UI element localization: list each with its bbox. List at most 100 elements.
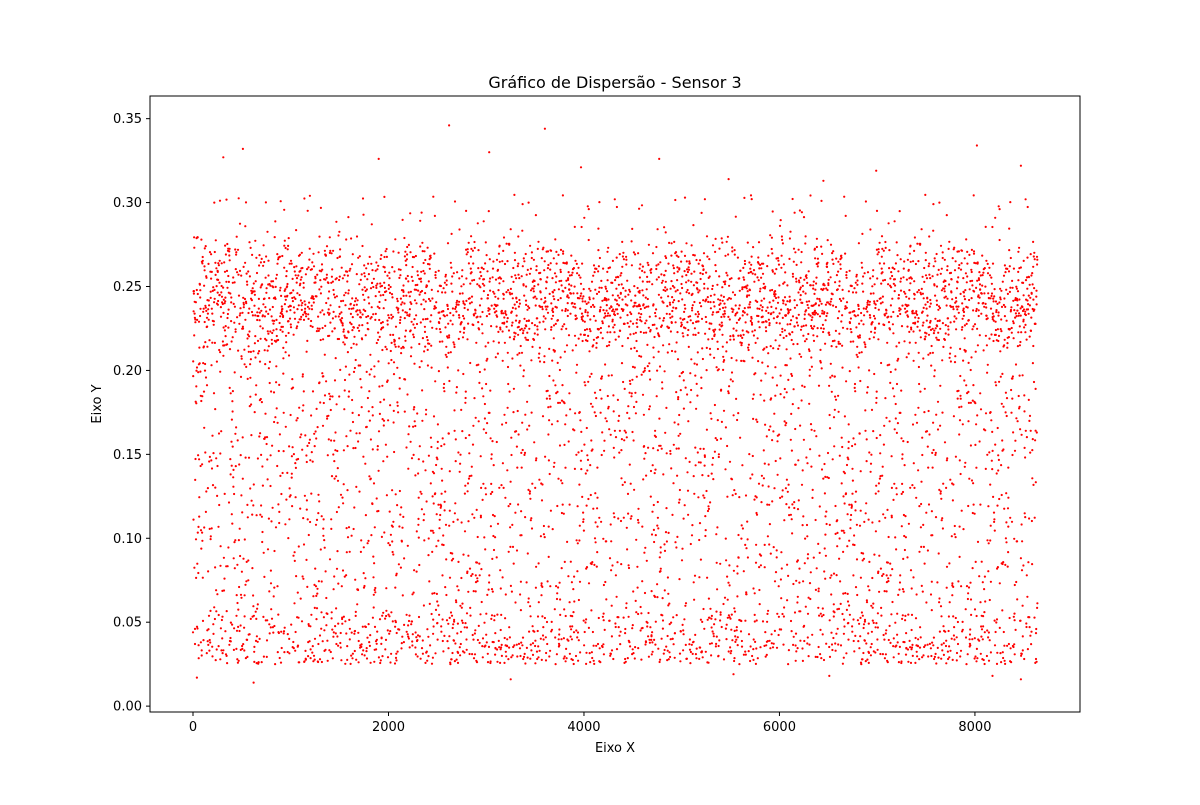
scatter-point — [312, 297, 315, 300]
scatter-point — [399, 274, 402, 277]
scatter-point — [254, 314, 257, 317]
scatter-point — [820, 199, 823, 202]
scatter-point — [303, 300, 306, 303]
scatter-point — [509, 502, 512, 506]
scatter-point — [467, 520, 470, 523]
scatter-point — [493, 292, 496, 295]
scatter-point — [733, 489, 736, 492]
scatter-point — [361, 338, 364, 341]
scatter-point — [324, 254, 327, 257]
scatter-point — [611, 318, 614, 321]
scatter-point — [213, 297, 216, 300]
scatter-point — [364, 577, 367, 580]
scatter-point — [582, 288, 585, 291]
scatter-point — [288, 317, 292, 320]
scatter-point — [728, 584, 731, 587]
scatter-point — [247, 311, 250, 315]
scatter-point — [500, 613, 503, 617]
scatter-point — [332, 453, 335, 456]
scatter-point — [317, 315, 320, 318]
scatter-point — [584, 384, 587, 387]
scatter-point — [737, 412, 740, 415]
scatter-point — [325, 380, 328, 383]
scatter-point — [438, 518, 441, 521]
scatter-point — [463, 492, 466, 495]
scatter-point — [217, 645, 220, 648]
scatter-point — [786, 284, 789, 287]
scatter-point — [780, 266, 783, 269]
scatter-point — [739, 630, 743, 633]
scatter-point — [815, 276, 818, 279]
scatter-point — [284, 334, 288, 337]
scatter-point — [248, 335, 251, 338]
scatter-point — [453, 620, 456, 623]
scatter-point — [386, 319, 389, 322]
scatter-point — [362, 293, 365, 296]
scatter-point — [200, 238, 203, 241]
scatter-point — [731, 291, 735, 294]
scatter-point — [459, 630, 463, 633]
scatter-point — [732, 569, 736, 572]
scatter-point — [334, 632, 337, 635]
scatter-point — [686, 471, 689, 474]
scatter-point — [358, 490, 361, 493]
scatter-point — [453, 343, 456, 346]
scatter-point — [488, 151, 491, 154]
scatter-point — [415, 636, 418, 639]
scatter-point — [668, 651, 671, 654]
scatter-point — [511, 357, 514, 360]
scatter-point — [782, 643, 785, 646]
scatter-point — [326, 639, 329, 642]
scatter-point — [207, 628, 210, 631]
scatter-point — [343, 274, 346, 277]
scatter-point — [751, 397, 755, 400]
scatter-point — [538, 649, 541, 652]
scatter-point — [638, 276, 642, 279]
scatter-point — [644, 643, 647, 646]
scatter-point — [637, 507, 640, 510]
scatter-point — [371, 616, 374, 619]
scatter-point — [837, 643, 840, 646]
scatter-point — [551, 528, 554, 531]
scatter-point — [600, 375, 604, 378]
scatter-point — [255, 635, 258, 638]
scatter-point — [759, 263, 762, 266]
scatter-point — [526, 268, 529, 271]
scatter-point — [367, 539, 370, 543]
scatter-point — [345, 574, 348, 577]
scatter-point — [728, 297, 731, 300]
scatter-point — [378, 412, 381, 415]
scatter-point — [608, 557, 612, 560]
scatter-point — [756, 300, 759, 303]
scatter-point — [268, 381, 271, 385]
scatter-point — [332, 288, 335, 292]
scatter-point — [764, 326, 768, 329]
scatter-point — [306, 339, 309, 342]
scatter-point — [453, 512, 456, 515]
scatter-point — [372, 313, 375, 316]
scatter-point — [813, 429, 816, 432]
scatter-point — [721, 345, 724, 348]
scatter-point — [656, 228, 659, 231]
scatter-point — [290, 476, 293, 479]
scatter-point — [662, 473, 665, 476]
scatter-point — [403, 557, 406, 560]
scatter-point — [393, 339, 396, 342]
scatter-point — [764, 631, 767, 634]
scatter-point — [546, 250, 550, 253]
scatter-point — [219, 658, 222, 661]
scatter-point — [838, 332, 841, 335]
scatter-point — [776, 315, 779, 318]
scatter-point — [368, 373, 371, 376]
scatter-point — [504, 593, 507, 596]
scatter-point — [798, 209, 802, 212]
scatter-point — [648, 408, 651, 411]
scatter-point — [615, 595, 618, 598]
scatter-point — [717, 453, 721, 456]
scatter-point — [261, 327, 264, 330]
scatter-point — [809, 284, 812, 287]
scatter-point — [777, 263, 781, 266]
scatter-point — [772, 311, 775, 314]
scatter-point — [204, 362, 207, 366]
scatter-point — [279, 328, 282, 331]
